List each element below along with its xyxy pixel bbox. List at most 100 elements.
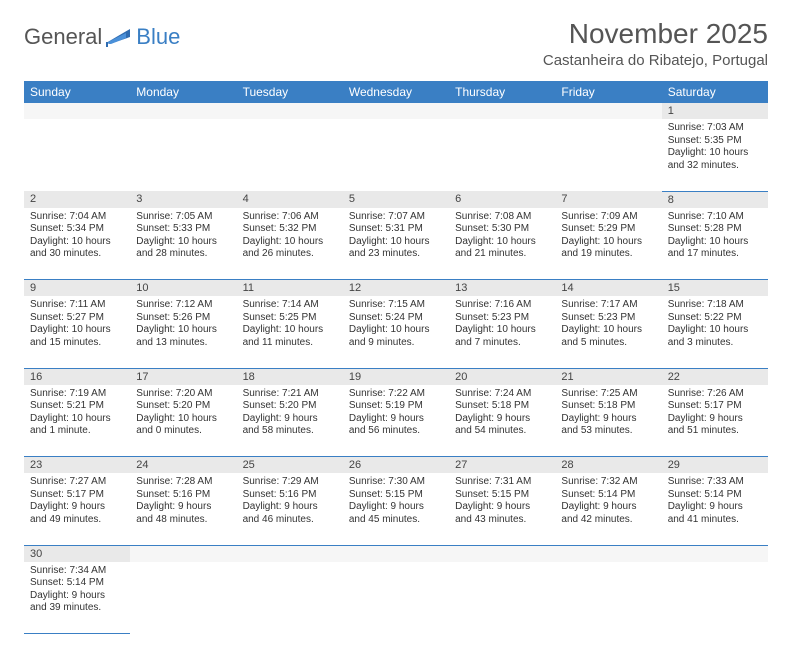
- daylight-text: Daylight: 9 hours and 45 minutes.: [349, 501, 443, 526]
- sunrise-text: Sunrise: 7:33 AM: [668, 476, 762, 489]
- sunrise-text: Sunrise: 7:15 AM: [349, 299, 443, 312]
- day-cell: Sunrise: 7:21 AMSunset: 5:20 PMDaylight:…: [237, 385, 343, 457]
- day-number-cell: 3: [130, 191, 236, 208]
- daylight-text: Daylight: 10 hours and 28 minutes.: [136, 236, 230, 261]
- sunset-text: Sunset: 5:23 PM: [455, 312, 549, 325]
- day-header: Tuesday: [237, 81, 343, 103]
- week-row: Sunrise: 7:03 AMSunset: 5:35 PMDaylight:…: [24, 119, 768, 191]
- day-cell: [555, 562, 661, 634]
- sunrise-text: Sunrise: 7:10 AM: [668, 211, 762, 224]
- day-cell: [662, 562, 768, 634]
- day-number-cell: 24: [130, 457, 236, 474]
- day-cell: Sunrise: 7:03 AMSunset: 5:35 PMDaylight:…: [662, 119, 768, 191]
- daylight-text: Daylight: 10 hours and 3 minutes.: [668, 324, 762, 349]
- sunrise-text: Sunrise: 7:25 AM: [561, 388, 655, 401]
- sunrise-text: Sunrise: 7:17 AM: [561, 299, 655, 312]
- day-details: Sunrise: 7:33 AMSunset: 5:14 PMDaylight:…: [662, 473, 768, 530]
- day-details: Sunrise: 7:15 AMSunset: 5:24 PMDaylight:…: [343, 296, 449, 353]
- day-details: Sunrise: 7:22 AMSunset: 5:19 PMDaylight:…: [343, 385, 449, 442]
- daylight-text: Daylight: 10 hours and 21 minutes.: [455, 236, 549, 261]
- day-number: 7: [561, 193, 567, 205]
- sunset-text: Sunset: 5:23 PM: [561, 312, 655, 325]
- day-number: 9: [30, 282, 36, 294]
- title-block: November 2025 Castanheira do Ribatejo, P…: [543, 18, 768, 69]
- daylight-text: Daylight: 10 hours and 5 minutes.: [561, 324, 655, 349]
- sunrise-text: Sunrise: 7:04 AM: [30, 211, 124, 224]
- sunrise-text: Sunrise: 7:19 AM: [30, 388, 124, 401]
- sunrise-text: Sunrise: 7:05 AM: [136, 211, 230, 224]
- day-number-cell: 28: [555, 457, 661, 474]
- sunset-text: Sunset: 5:21 PM: [30, 400, 124, 413]
- day-cell: Sunrise: 7:07 AMSunset: 5:31 PMDaylight:…: [343, 208, 449, 280]
- day-cell: Sunrise: 7:30 AMSunset: 5:15 PMDaylight:…: [343, 473, 449, 545]
- sunrise-text: Sunrise: 7:28 AM: [136, 476, 230, 489]
- day-number: 13: [455, 282, 467, 294]
- day-details: Sunrise: 7:19 AMSunset: 5:21 PMDaylight:…: [24, 385, 130, 442]
- day-cell: Sunrise: 7:11 AMSunset: 5:27 PMDaylight:…: [24, 296, 130, 368]
- day-number-cell: 11: [237, 280, 343, 297]
- day-details: Sunrise: 7:34 AMSunset: 5:14 PMDaylight:…: [24, 562, 130, 619]
- brand-blue: Blue: [136, 24, 180, 50]
- sunset-text: Sunset: 5:14 PM: [668, 489, 762, 502]
- day-cell: Sunrise: 7:18 AMSunset: 5:22 PMDaylight:…: [662, 296, 768, 368]
- sunrise-text: Sunrise: 7:27 AM: [30, 476, 124, 489]
- sunset-text: Sunset: 5:16 PM: [136, 489, 230, 502]
- day-header: Wednesday: [343, 81, 449, 103]
- day-details: Sunrise: 7:25 AMSunset: 5:18 PMDaylight:…: [555, 385, 661, 442]
- sunrise-text: Sunrise: 7:12 AM: [136, 299, 230, 312]
- day-cell: [449, 119, 555, 191]
- day-details: Sunrise: 7:04 AMSunset: 5:34 PMDaylight:…: [24, 208, 130, 265]
- day-number: 20: [455, 371, 467, 383]
- day-number-row: 9101112131415: [24, 280, 768, 297]
- day-details: Sunrise: 7:26 AMSunset: 5:17 PMDaylight:…: [662, 385, 768, 442]
- daylight-text: Daylight: 10 hours and 9 minutes.: [349, 324, 443, 349]
- calendar-table: Sunday Monday Tuesday Wednesday Thursday…: [24, 81, 768, 634]
- sunrise-text: Sunrise: 7:30 AM: [349, 476, 443, 489]
- day-header: Friday: [555, 81, 661, 103]
- day-number-cell: 6: [449, 191, 555, 208]
- day-header: Monday: [130, 81, 236, 103]
- sunrise-text: Sunrise: 7:08 AM: [455, 211, 549, 224]
- day-details: Sunrise: 7:07 AMSunset: 5:31 PMDaylight:…: [343, 208, 449, 265]
- week-row: Sunrise: 7:19 AMSunset: 5:21 PM Daylight:…: [24, 385, 768, 457]
- daylight-text: Daylight: 9 hours and 51 minutes.: [668, 413, 762, 438]
- day-details: Sunrise: 7:09 AMSunset: 5:29 PMDaylight:…: [555, 208, 661, 265]
- day-details: Sunrise: 7:20 AMSunset: 5:20 PMDaylight:…: [130, 385, 236, 442]
- day-number-cell: 29: [662, 457, 768, 474]
- day-number-cell: 5: [343, 191, 449, 208]
- brand-general: General: [24, 24, 102, 50]
- sunset-text: Sunset: 5:31 PM: [349, 223, 443, 236]
- sunset-text: Sunset: 5:18 PM: [455, 400, 549, 413]
- day-number: 11: [243, 282, 254, 294]
- week-row: Sunrise: 7:11 AMSunset: 5:27 PMDaylight:…: [24, 296, 768, 368]
- daylight-text: Daylight: 10 hours and 32 minutes.: [668, 147, 762, 172]
- day-details: Sunrise: 7:17 AMSunset: 5:23 PMDaylight:…: [555, 296, 661, 353]
- daylight-text: Daylight: 10 hours and 7 minutes.: [455, 324, 549, 349]
- day-number: 19: [349, 371, 361, 383]
- day-number-cell: 14: [555, 280, 661, 297]
- day-number: 24: [136, 459, 148, 471]
- day-cell: [343, 562, 449, 634]
- day-number: 17: [136, 371, 148, 383]
- day-details: Sunrise: 7:21 AMSunset: 5:20 PMDaylight:…: [237, 385, 343, 442]
- day-number: 12: [349, 282, 361, 294]
- day-details: Sunrise: 7:16 AMSunset: 5:23 PMDaylight:…: [449, 296, 555, 353]
- daylight-text: Daylight: 9 hours and 48 minutes.: [136, 501, 230, 526]
- day-number-cell: 30: [24, 545, 130, 562]
- sunset-text: Sunset: 5:17 PM: [668, 400, 762, 413]
- daylight-text: Daylight: 10 hours and 17 minutes.: [668, 236, 762, 261]
- day-cell: Sunrise: 7:28 AMSunset: 5:16 PMDaylight:…: [130, 473, 236, 545]
- sunset-text: Sunset: 5:29 PM: [561, 223, 655, 236]
- day-number: 29: [668, 459, 680, 471]
- sunset-text: Sunset: 5:14 PM: [561, 489, 655, 502]
- day-number-row: 16171819202122: [24, 368, 768, 385]
- daylight-text: Daylight: 10 hours and 26 minutes.: [243, 236, 337, 261]
- sunrise-text: Sunrise: 7:16 AM: [455, 299, 549, 312]
- daylight-text: Daylight: 9 hours and 53 minutes.: [561, 413, 655, 438]
- week-row: Sunrise: 7:27 AMSunset: 5:17 PMDaylight:…: [24, 473, 768, 545]
- day-number: 1: [668, 105, 674, 117]
- day-cell: Sunrise: 7:25 AMSunset: 5:18 PMDaylight:…: [555, 385, 661, 457]
- day-number: 21: [561, 371, 573, 383]
- day-number: 16: [30, 371, 42, 383]
- day-cell: Sunrise: 7:10 AMSunset: 5:28 PMDaylight:…: [662, 208, 768, 280]
